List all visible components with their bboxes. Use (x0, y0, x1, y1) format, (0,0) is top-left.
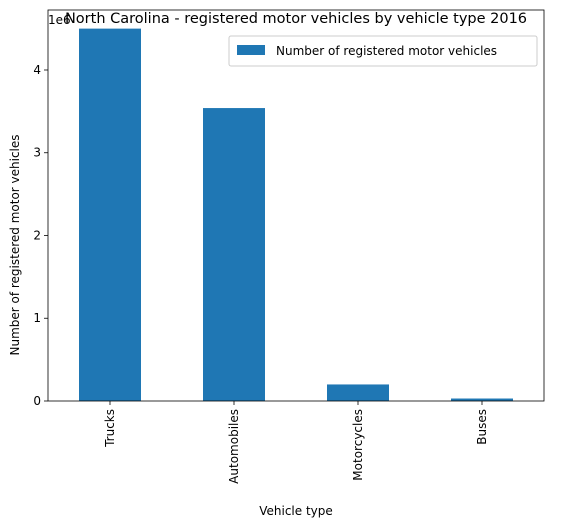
y-tick-label: 2 (33, 228, 41, 242)
x-tick-label: Automobiles (227, 409, 241, 484)
bars-group (79, 28, 513, 402)
y-axis-offset-text: 1e6 (48, 13, 71, 27)
x-tick-label: Trucks (103, 409, 117, 448)
legend-box (228, 35, 538, 67)
x-axis: Trucks Automobiles Motorcycles Buses (103, 401, 489, 484)
bar-automobiles (203, 108, 265, 402)
y-tick-label: 0 (33, 394, 41, 408)
y-tick-label: 4 (33, 63, 41, 77)
legend-label: Number of registered motor vehicles (276, 44, 497, 58)
chart-title: North Carolina - registered motor vehicl… (65, 11, 527, 27)
x-tick-label: Motorcycles (351, 409, 365, 481)
legend: Number of registered motor vehicles (228, 35, 538, 67)
plot-frame (47, 9, 545, 402)
x-axis-label: Vehicle type (259, 504, 333, 518)
y-axis-label: Number of registered motor vehicles (8, 134, 22, 355)
y-tick-label: 3 (33, 146, 41, 160)
x-tick-label: Buses (475, 409, 489, 445)
bar-trucks (79, 28, 141, 401)
y-axis: 0 1 2 3 4 (33, 63, 48, 408)
bar-buses (451, 398, 513, 401)
bar-motorcycles (327, 384, 389, 401)
y-tick-label: 1 (33, 311, 41, 325)
legend-swatch (237, 45, 265, 55)
